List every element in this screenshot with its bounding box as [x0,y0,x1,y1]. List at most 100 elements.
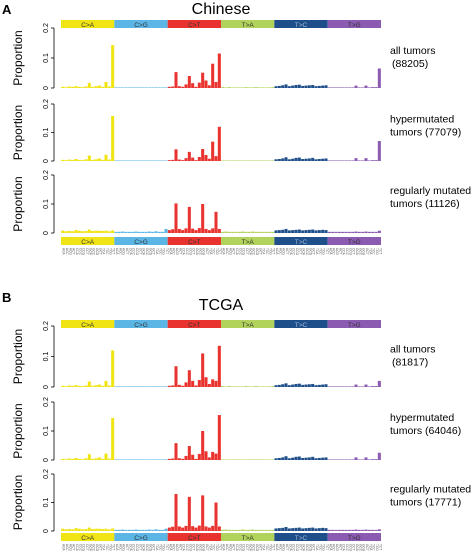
bar [237,160,241,161]
bar [77,385,81,387]
bar [287,86,291,88]
context-label: GCC [198,248,202,256]
bar [277,384,281,387]
context-label: TCA [368,248,372,255]
bar [371,386,375,387]
context-label: TCG [375,544,379,551]
bar [201,431,205,460]
bar [317,230,321,233]
bar [177,458,181,460]
bar [311,85,315,88]
bar [244,529,248,531]
bar [291,158,295,161]
bar [211,63,215,88]
bar [244,386,248,387]
bar [357,231,361,233]
bar [354,384,358,387]
bar [147,160,151,161]
bar [191,526,195,531]
class-bar-segment [61,20,115,28]
bar [91,86,95,88]
context-label: ACT [178,248,182,254]
bar [154,87,158,88]
context-label: TCT [325,544,329,550]
bar [281,384,285,387]
y-axis-label: Proportion [11,475,25,530]
bar [117,87,121,88]
bar [254,386,258,387]
bar [281,158,285,161]
bar [287,528,291,531]
bar [211,141,215,161]
bar [351,160,355,161]
bar [374,529,378,531]
context-label: ACC [118,544,122,551]
context-label: CCG [188,544,192,552]
bar [334,529,338,531]
bar [107,231,111,233]
context-label: CCT [352,544,356,551]
context-label: TCT [112,544,116,550]
y-axis-label: Proportion [11,403,25,458]
context-label: ACA [115,248,119,255]
bar [251,160,255,161]
bar [321,229,325,233]
bar [111,45,115,88]
context-label: ACG [175,544,179,551]
bar [287,230,291,233]
context-label: TCG [322,544,326,551]
bar [214,502,218,531]
bar [161,459,165,460]
bar [257,160,261,161]
bar [61,86,65,88]
bar [107,458,111,460]
bar [371,231,375,233]
context-label: TCT [272,544,276,550]
context-label: CCC [185,544,189,552]
bar [254,87,258,88]
context-label: CCT [245,544,249,551]
context-label: TCC [318,544,322,551]
bar [227,529,231,531]
bar [64,231,68,233]
context-label: GCT [258,544,262,551]
bar [321,527,325,531]
bar [307,85,311,88]
context-label: CCA [75,248,79,256]
bar [227,386,231,387]
bar [247,160,251,161]
bar [117,386,121,387]
bar [127,160,131,161]
bar [257,231,261,233]
bar [144,386,148,387]
bar [214,380,218,387]
context-label: GCT [365,248,369,255]
context-label: ACA [222,544,226,551]
bar [281,85,285,88]
context-label: GCG [95,248,99,256]
context-label: ACA [328,544,332,551]
bar [184,455,188,460]
bar [204,451,208,460]
bar [61,528,65,531]
bar [81,160,85,161]
bar [231,386,235,387]
class-bar-segment [274,533,328,541]
bar [151,160,155,161]
context-label: CCG [135,248,139,256]
bar [144,160,148,161]
bar [121,231,125,233]
bar [361,529,365,531]
bar [97,384,101,387]
bar [191,380,195,387]
bar [314,458,318,460]
bar [177,228,181,233]
class-label: C>T [188,322,200,329]
bar [377,380,381,387]
class-bar-segment [274,320,328,328]
bar [297,157,301,161]
bar [241,231,245,233]
context-label: GCA [142,248,146,256]
y-tick-label: 0 [43,458,50,462]
bar [364,158,368,161]
